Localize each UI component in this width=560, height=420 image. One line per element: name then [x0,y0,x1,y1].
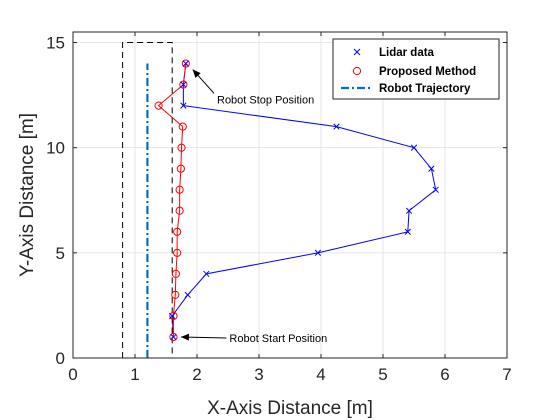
axes-box [72,31,508,359]
proposed-method-point [177,143,186,152]
lidar-data-point [333,123,340,130]
proposed-method-point [173,248,182,257]
proposed-method-point [176,164,185,173]
y-tick-label: 5 [56,244,65,263]
lidar-data-point [184,291,191,299]
x-axis-label: X-Axis Distance [m] [207,398,373,419]
lidar-data-point [404,228,411,235]
x-tick-label: 3 [254,365,263,384]
lidar-data-point [314,249,322,256]
corridor-dashed-line [122,42,173,358]
legend-proposed-marker [352,66,362,76]
x-tick-label: 6 [440,365,449,384]
corridor-boundary [122,42,173,358]
x-tick-label: 4 [316,365,325,384]
proposed-method-point [175,185,184,194]
legend-lidar-marker [353,48,361,56]
proposed-method-point [178,122,187,131]
lidar-data-point [169,312,176,320]
legend-label: Proposed Method [379,66,476,78]
legend-label: Robot Trajectory [379,83,471,95]
lidar-data-point [180,102,187,109]
lidar-data-point [203,270,210,278]
lidar-data-point [182,60,189,67]
legend-label: Lidar data [379,47,435,59]
y-tick-label: 0 [56,349,65,368]
proposed-method-point [171,290,180,300]
y-tick-label: 15 [46,34,65,53]
proposed-method-point [181,59,190,68]
proposed-method-point [171,269,181,278]
lidar-data-point [180,81,187,88]
proposed-method-point [154,101,163,110]
lidar-data-point [170,333,177,341]
lidar-data-point [405,207,413,214]
y-tick-label: 10 [46,139,65,158]
proposed-method-point [179,80,188,89]
y-axis-label: Y-Axis Distance [m] [17,113,38,277]
proposed-method-point [173,227,182,236]
x-tick-label: 7 [502,365,511,384]
x-tick-label: 0 [68,365,77,384]
series-layer [146,59,439,358]
x-tick-label: 1 [130,365,139,384]
proposed-method-point [169,311,178,321]
annotations: Robot Stop Position Robot Start Position [180,69,327,345]
x-tick-label: 2 [192,365,201,384]
annotation-text: Robot Start Position [229,333,327,345]
ticks: 0 1 2 3 4 5 6 7 0 5 10 15 [46,32,512,384]
annotation-arrow-head [192,69,201,78]
annotation-arrow-head [180,333,189,341]
legend: Lidar data Proposed Method Robot Trajector… [332,38,500,100]
lidar-data-point [410,144,418,151]
x-tick-label: 5 [378,365,387,384]
lidar-data-point [432,186,439,193]
proposed-method-point [175,206,184,215]
proposed-method-point [169,332,178,342]
lidar-data-line [171,63,437,337]
lidar-data-point [428,165,435,172]
annotation-text: Robot Stop Position [217,94,314,106]
